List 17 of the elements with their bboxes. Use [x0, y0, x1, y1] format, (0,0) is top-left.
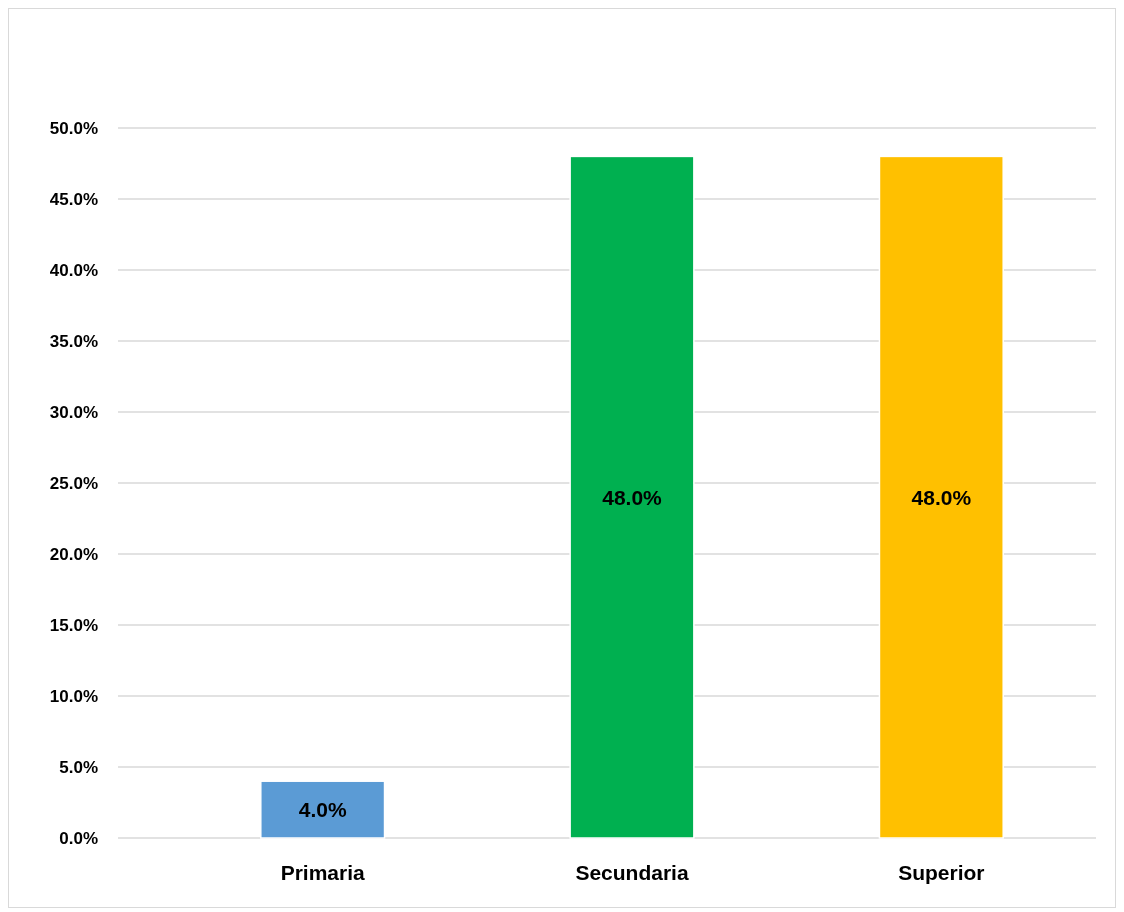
- y-tick-label: 40.0%: [49, 260, 98, 280]
- y-tick-label: 0.0%: [59, 828, 98, 848]
- y-tick-label: 10.0%: [49, 686, 98, 706]
- y-tick-label: 45.0%: [49, 189, 98, 209]
- x-tick-label: Superior: [898, 861, 985, 884]
- y-tick-label: 30.0%: [49, 402, 98, 422]
- data-label: 48.0%: [602, 485, 663, 509]
- x-tick-label: Secundaria: [575, 861, 689, 884]
- y-tick-label: 35.0%: [49, 331, 98, 351]
- x-tick-label: Primaria: [280, 861, 366, 884]
- y-tick-label: 20.0%: [49, 544, 98, 564]
- y-tick-label: 5.0%: [59, 757, 98, 777]
- data-label: 48.0%: [911, 485, 972, 509]
- y-tick-label: 25.0%: [49, 473, 98, 493]
- y-tick-label: 15.0%: [49, 615, 98, 635]
- data-label: 4.0%: [298, 797, 347, 821]
- y-tick-label: 50.0%: [49, 118, 98, 138]
